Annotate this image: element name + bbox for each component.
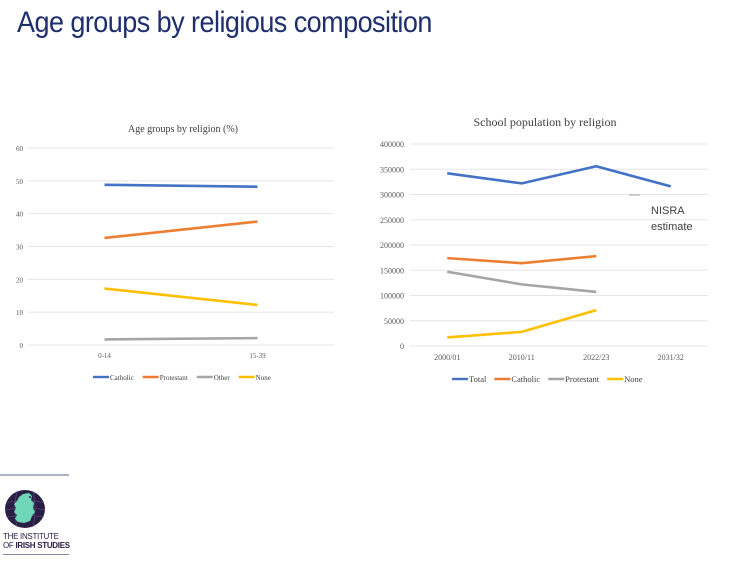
- y-tick-label: 200000: [380, 241, 404, 250]
- legend-label-none: None: [624, 374, 643, 384]
- series-line-protestant: [104, 220, 258, 240]
- legend-label-protestant: Protestant: [565, 374, 600, 384]
- series-line-total: [447, 164, 672, 188]
- legend-label-catholic: Catholic: [511, 374, 540, 384]
- series-line-none: [447, 308, 597, 339]
- series-line-catholic: [104, 183, 258, 189]
- x-tick-label: 2010/11: [509, 353, 535, 362]
- legend-label-protestant: Protestant: [160, 374, 188, 382]
- annotation-text: estimate: [651, 221, 693, 233]
- series-line-other: [104, 336, 258, 341]
- legend-label-other: Other: [214, 374, 231, 382]
- y-tick-label: 10: [16, 309, 24, 317]
- legend-label-catholic: Catholic: [110, 374, 134, 382]
- footer-divider: [0, 474, 69, 476]
- annotation-text: NISRA: [651, 205, 685, 217]
- y-tick-label: 60: [16, 145, 24, 153]
- legend-label-none: None: [256, 374, 271, 382]
- chart-title: School population by religion: [474, 115, 617, 129]
- x-tick-label: 0-14: [98, 352, 111, 360]
- logo-line2-bold: IRISH STUDIES: [15, 541, 70, 550]
- logo-line2-prefix: OF: [3, 541, 16, 550]
- x-tick-label: 2031/32: [658, 353, 684, 362]
- logo-underline: [3, 554, 69, 555]
- y-tick-label: 100000: [380, 292, 404, 301]
- chart-title: Age groups by religion (%): [128, 124, 238, 135]
- y-tick-label: 40: [16, 211, 24, 219]
- legend-label-total: Total: [469, 374, 487, 384]
- y-tick-label: 400000: [380, 140, 404, 149]
- logo-line1: THE INSTITUTE: [3, 532, 59, 541]
- y-tick-label: 0: [20, 342, 24, 350]
- series-line-none: [104, 287, 258, 307]
- x-tick-label: 2022/23: [583, 353, 609, 362]
- x-tick-label: 15-39: [249, 352, 266, 360]
- series-line-protestant: [447, 270, 597, 294]
- y-tick-label: 20: [16, 276, 24, 284]
- ireland-globe-icon: [4, 490, 46, 528]
- y-tick-label: 150000: [380, 266, 404, 275]
- slide-title: Age groups by religious composition: [17, 6, 432, 39]
- y-tick-label: 350000: [380, 165, 404, 174]
- y-tick-label: 250000: [380, 216, 404, 225]
- logo-line2: OF IRISH STUDIES: [3, 541, 70, 550]
- y-tick-label: 50000: [384, 317, 404, 326]
- y-tick-label: 0: [400, 342, 404, 351]
- y-tick-label: 50: [16, 178, 24, 186]
- y-tick-label: 300000: [380, 191, 404, 200]
- y-tick-label: 30: [16, 244, 24, 252]
- institute-logo-text: THE INSTITUTE OF IRISH STUDIES: [3, 532, 70, 550]
- x-tick-label: 2000/01: [434, 353, 460, 362]
- series-line-catholic: [447, 254, 597, 265]
